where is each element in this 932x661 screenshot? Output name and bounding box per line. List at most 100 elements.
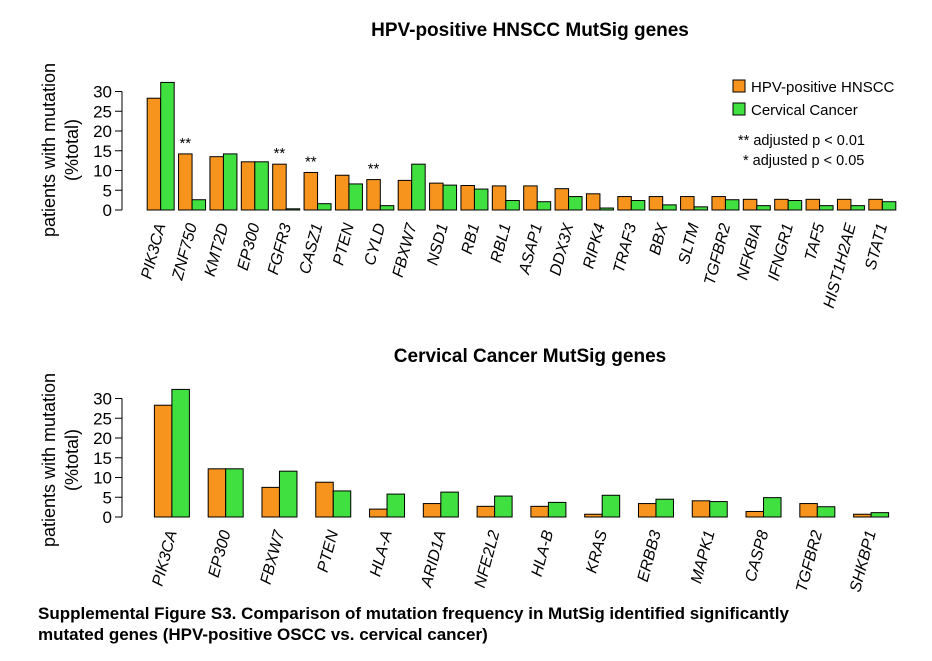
- bottom-bar-nfe2l2-hnscc: [477, 506, 495, 517]
- top-bar-fbxw7-cervical: [412, 164, 426, 210]
- bottom-bar-erbb3-hnscc: [638, 504, 656, 517]
- bottom-category-label-hla-a: HLA-A: [367, 529, 396, 579]
- top-bar-ripk4-cervical: [600, 208, 614, 210]
- top-bar-hist1h2ae-hnscc: [837, 199, 851, 210]
- legend-note-2: * adjusted p < 0.05: [743, 153, 864, 169]
- top-category-label-ep300: EP300: [235, 222, 264, 273]
- bottom-bar-casp8-cervical: [764, 498, 782, 517]
- top-bar-pik3ca-hnscc: [147, 98, 161, 210]
- bottom-category-label-shkbp1: SHKBP1: [847, 529, 880, 594]
- top-y-tick-label-5: 5: [103, 181, 112, 200]
- top-bar-casz1-cervical: [318, 204, 332, 210]
- top-category-label-ripk4: RIPK4: [580, 222, 608, 271]
- bottom-bar-ep300-cervical: [226, 469, 244, 517]
- top-category-label-hist1h2ae: HIST1H2AE: [821, 221, 860, 310]
- bottom-bar-pik3ca-hnscc: [154, 405, 172, 517]
- bottom-bar-pten-hnscc: [316, 482, 334, 517]
- top-category-label-asap1: ASAP1: [516, 222, 546, 277]
- figure: HPV-positive HNSCC MutSig genes patients …: [0, 0, 932, 600]
- top-bar-znf750-hnscc: [179, 154, 193, 210]
- bottom-bar-tgfbr2-cervical: [817, 507, 835, 517]
- top-category-label-rbl1: RBL1: [488, 222, 515, 265]
- figure-caption: Supplemental Figure S3. Comparison of mu…: [38, 603, 918, 645]
- bottom-category-label-ep300: EP300: [206, 529, 235, 580]
- top-bar-stat1-cervical: [882, 202, 896, 210]
- top-bar-tgfbr2-hnscc: [712, 197, 726, 210]
- top-bar-cyld-cervical: [380, 206, 394, 210]
- top-category-label-pik3ca: PIK3CA: [138, 222, 169, 281]
- bottom-y-tick-label-10: 10: [93, 469, 112, 488]
- top-category-label-traf3: TRAF3: [611, 222, 641, 275]
- top-bar-traf3-cervical: [631, 201, 645, 210]
- top-category-label-nfkbia: NFKBIA: [734, 222, 765, 282]
- top-bar-fbxw7-hnscc: [398, 180, 412, 210]
- top-y-tick-label-30: 30: [93, 83, 112, 102]
- bottom-bar-tgfbr2-hnscc: [800, 504, 818, 517]
- top-bar-pten-cervical: [349, 184, 363, 210]
- bottom-bar-fbxw7-hnscc: [262, 487, 280, 517]
- top-y-axis-label-line-2: (%total): [62, 119, 82, 181]
- bottom-bar-pten-cervical: [333, 491, 351, 517]
- top-y-tick-label-25: 25: [93, 102, 112, 121]
- top-y-tick-label-0: 0: [103, 201, 112, 220]
- top-category-label-casz1: CASZ1: [297, 222, 327, 276]
- top-bar-stat1-hnscc: [869, 199, 883, 210]
- top-bar-ifngr1-hnscc: [775, 199, 789, 210]
- bottom-category-label-tgfbr2: TGFBR2: [793, 529, 826, 594]
- top-category-label-cyld: CYLD: [362, 221, 390, 267]
- top-bar-rb1-cervical: [474, 189, 488, 210]
- top-y-tick-label-20: 20: [93, 122, 112, 141]
- bottom-y-tick-label-15: 15: [93, 449, 112, 468]
- top-bar-asap1-hnscc: [524, 186, 538, 210]
- top-bar-traf3-hnscc: [618, 197, 632, 210]
- top-bar-fgfr3-cervical: [286, 209, 300, 210]
- top-category-label-kmt2d: KMT2D: [202, 221, 233, 278]
- top-bar-ddx3x-hnscc: [555, 189, 569, 210]
- top-bar-pik3ca-cervical: [161, 82, 175, 210]
- bottom-y-axis-label-line-2: (%total): [62, 429, 82, 491]
- bottom-y-tick-label-20: 20: [93, 429, 112, 448]
- bottom-bar-pik3ca-cervical: [172, 389, 190, 517]
- top-y-axis-label-line-1: patients with mutation: [39, 63, 59, 237]
- bottom-bar-hla-b-cervical: [548, 502, 566, 517]
- caption-line-2: mutated genes (HPV-positive OSCC vs. cer…: [38, 624, 918, 645]
- legend-label-cervical: Cervical Cancer: [751, 102, 858, 119]
- bottom-y-axis-label-line-1: patients with mutation: [39, 373, 59, 547]
- bottom-bar-erbb3-cervical: [656, 499, 674, 517]
- top-category-label-fgfr3: FGFR3: [265, 222, 295, 277]
- top-bar-bbx-cervical: [663, 205, 677, 210]
- top-significance-znf750: **: [179, 135, 191, 152]
- top-category-label-fbxw7: FBXW7: [390, 221, 421, 280]
- bottom-bar-mapk1-cervical: [710, 502, 728, 517]
- bottom-category-label-mapk1: MAPK1: [688, 529, 718, 586]
- top-bar-pten-hnscc: [335, 175, 349, 210]
- top-bar-taf5-cervical: [820, 206, 834, 210]
- bottom-bar-hla-a-cervical: [387, 494, 405, 517]
- bottom-y-tick-label-0: 0: [103, 508, 112, 527]
- bottom-category-label-kras: KRAS: [583, 528, 611, 575]
- bottom-bar-mapk1-hnscc: [692, 501, 710, 517]
- bottom-category-label-erbb3: ERBB3: [635, 529, 665, 584]
- top-category-label-taf5: TAF5: [802, 222, 828, 263]
- bottom-bar-hla-a-hnscc: [370, 509, 388, 517]
- top-category-label-rb1: RB1: [459, 222, 483, 256]
- top-bar-casz1-hnscc: [304, 172, 318, 210]
- top-bar-rbl1-hnscc: [492, 186, 506, 210]
- legend-note-1: ** adjusted p < 0.01: [738, 133, 865, 149]
- bottom-category-label-nfe2l2: NFE2L2: [472, 529, 504, 590]
- bottom-category-label-pik3ca: PIK3CA: [150, 529, 181, 588]
- top-bar-taf5-hnscc: [806, 199, 820, 210]
- bottom-bar-fbxw7-cervical: [279, 471, 297, 517]
- top-bar-kmt2d-cervical: [223, 154, 237, 210]
- top-bar-kmt2d-hnscc: [210, 157, 224, 210]
- top-bar-sltm-cervical: [694, 207, 708, 210]
- bottom-bar-shkbp1-cervical: [871, 513, 889, 517]
- top-category-label-ddx3x: DDX3X: [547, 220, 578, 277]
- top-bar-nsd1-hnscc: [430, 183, 444, 210]
- top-y-tick-label-10: 10: [93, 162, 112, 181]
- top-bar-znf750-cervical: [192, 200, 206, 210]
- legend-swatch-hnscc: [733, 80, 745, 92]
- bottom-bar-hla-b-hnscc: [531, 506, 549, 517]
- bottom-bar-arid1a-hnscc: [423, 504, 441, 517]
- legend-label-hnscc: HPV-positive HNSCC: [751, 79, 895, 96]
